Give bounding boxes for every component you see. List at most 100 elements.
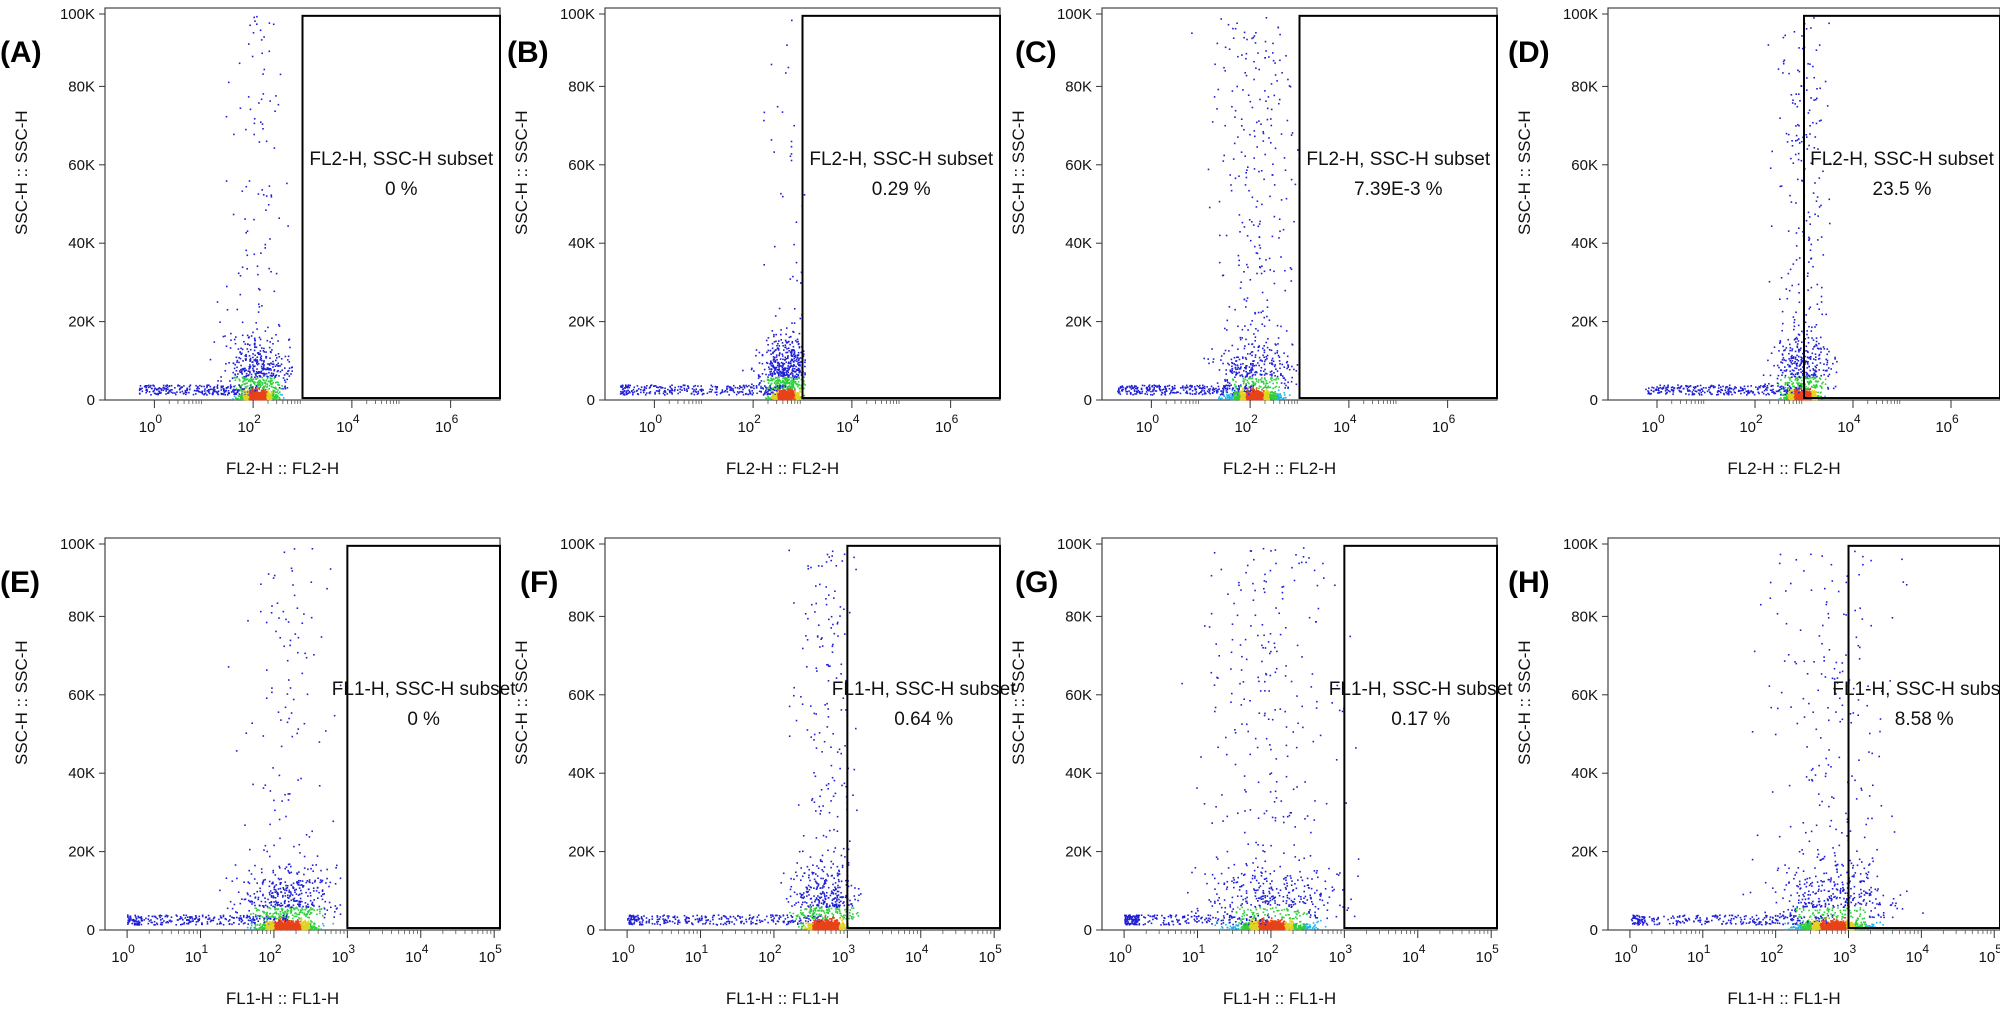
scatter-point: [251, 380, 254, 383]
scatter-point: [789, 393, 791, 395]
scatter-point: [272, 395, 274, 397]
scatter-point: [255, 378, 258, 380]
scatter-point: [782, 377, 784, 380]
scatter-point: [1235, 360, 1238, 362]
scatter-point: [1264, 40, 1267, 43]
scatter-point: [789, 343, 791, 346]
x-tick-base: 10: [836, 419, 853, 436]
scatter-point: [1264, 384, 1267, 387]
scatter-point: [248, 393, 250, 395]
scatter-point: [1217, 390, 1219, 393]
scatter-point: [1148, 386, 1151, 389]
scatter-point: [246, 334, 249, 337]
scatter-point: [797, 359, 800, 361]
scatter-point: [270, 397, 273, 400]
scatter-point: [793, 322, 796, 324]
scatter-point: [798, 397, 801, 399]
scatter-point: [250, 377, 252, 379]
scatter-point: [273, 387, 276, 389]
scatter-point: [1251, 369, 1254, 371]
scatter-point: [1266, 357, 1268, 360]
scatter-point: [260, 372, 263, 374]
scatter-point: [251, 391, 253, 394]
scatter-point: [249, 360, 251, 362]
scatter-point: [761, 387, 764, 389]
scatter-point: [758, 382, 761, 385]
scatter-point: [785, 388, 788, 390]
scatter-point: [780, 365, 783, 367]
scatter-point: [780, 371, 783, 373]
scatter-point: [250, 388, 252, 390]
scatter-point: [673, 390, 676, 392]
scatter-point: [789, 387, 792, 390]
scatter-point: [212, 392, 214, 395]
scatter-point: [779, 384, 781, 387]
scatter-point: [793, 376, 796, 378]
gate-rectangle[interactable]: [801, 14, 1001, 400]
scatter-point: [762, 388, 764, 390]
scatter-point: [752, 385, 755, 387]
scatter-point: [273, 290, 276, 293]
scatter-point: [798, 343, 800, 345]
scatter-point: [714, 385, 717, 388]
scatter-point: [1263, 383, 1265, 385]
scatter-point: [797, 363, 799, 365]
scatter-point: [770, 368, 772, 370]
scatter-point: [770, 353, 772, 355]
x-tick-base: 10: [639, 419, 656, 436]
scatter-point: [751, 390, 753, 392]
scatter-point: [1229, 395, 1231, 397]
scatter-point: [1264, 372, 1267, 375]
scatter-point: [768, 388, 771, 390]
scatter-point: [162, 384, 165, 387]
scatter-point: [254, 344, 256, 346]
scatter-point: [238, 370, 241, 372]
scatter-point: [273, 147, 276, 149]
scatter-point: [280, 358, 283, 360]
scatter-point: [272, 23, 275, 26]
scatter-point: [1181, 386, 1184, 389]
scatter-point: [1225, 391, 1228, 393]
scatter-point: [209, 385, 212, 388]
scatter-point: [623, 393, 626, 395]
scatter-point: [656, 386, 658, 388]
scatter-point: [1203, 390, 1205, 392]
gate-rectangle[interactable]: [301, 14, 501, 400]
scatter-point: [796, 378, 798, 380]
scatter-point: [152, 384, 155, 387]
scatter-point: [793, 357, 795, 360]
scatter-point: [1293, 368, 1295, 371]
scatter-point: [776, 369, 779, 371]
scatter-point: [624, 387, 626, 389]
scatter-point: [1234, 177, 1237, 180]
scatter-point: [636, 385, 639, 387]
scatter-point: [1223, 66, 1225, 69]
scatter-point: [1246, 38, 1248, 41]
scatter-point: [275, 381, 277, 384]
scatter-point: [1233, 142, 1236, 145]
scatter-point: [774, 393, 776, 396]
scatter-point: [1212, 358, 1215, 360]
scatter-point: [1248, 219, 1251, 221]
scatter-point: [1265, 50, 1267, 52]
scatter-point: [768, 386, 770, 389]
scatter-point: [773, 395, 776, 398]
scatter-point: [157, 392, 159, 395]
scatter-point: [780, 397, 782, 399]
scatter-point: [1237, 348, 1239, 350]
scatter-point: [240, 389, 242, 392]
scatter-point: [179, 391, 181, 394]
scatter-point: [1243, 387, 1246, 389]
scatter-point: [1231, 368, 1233, 370]
scatter-point: [243, 397, 245, 399]
scatter-point: [753, 387, 755, 390]
scatter-point: [629, 391, 631, 394]
scatter-point: [252, 356, 254, 359]
scatter-point: [245, 185, 248, 188]
scatter-point: [284, 386, 286, 389]
scatter-point: [271, 337, 273, 340]
scatter-point: [273, 390, 276, 392]
scatter-point: [261, 393, 264, 395]
x-tick-base: 10: [435, 419, 452, 436]
scatter-point: [781, 386, 784, 388]
